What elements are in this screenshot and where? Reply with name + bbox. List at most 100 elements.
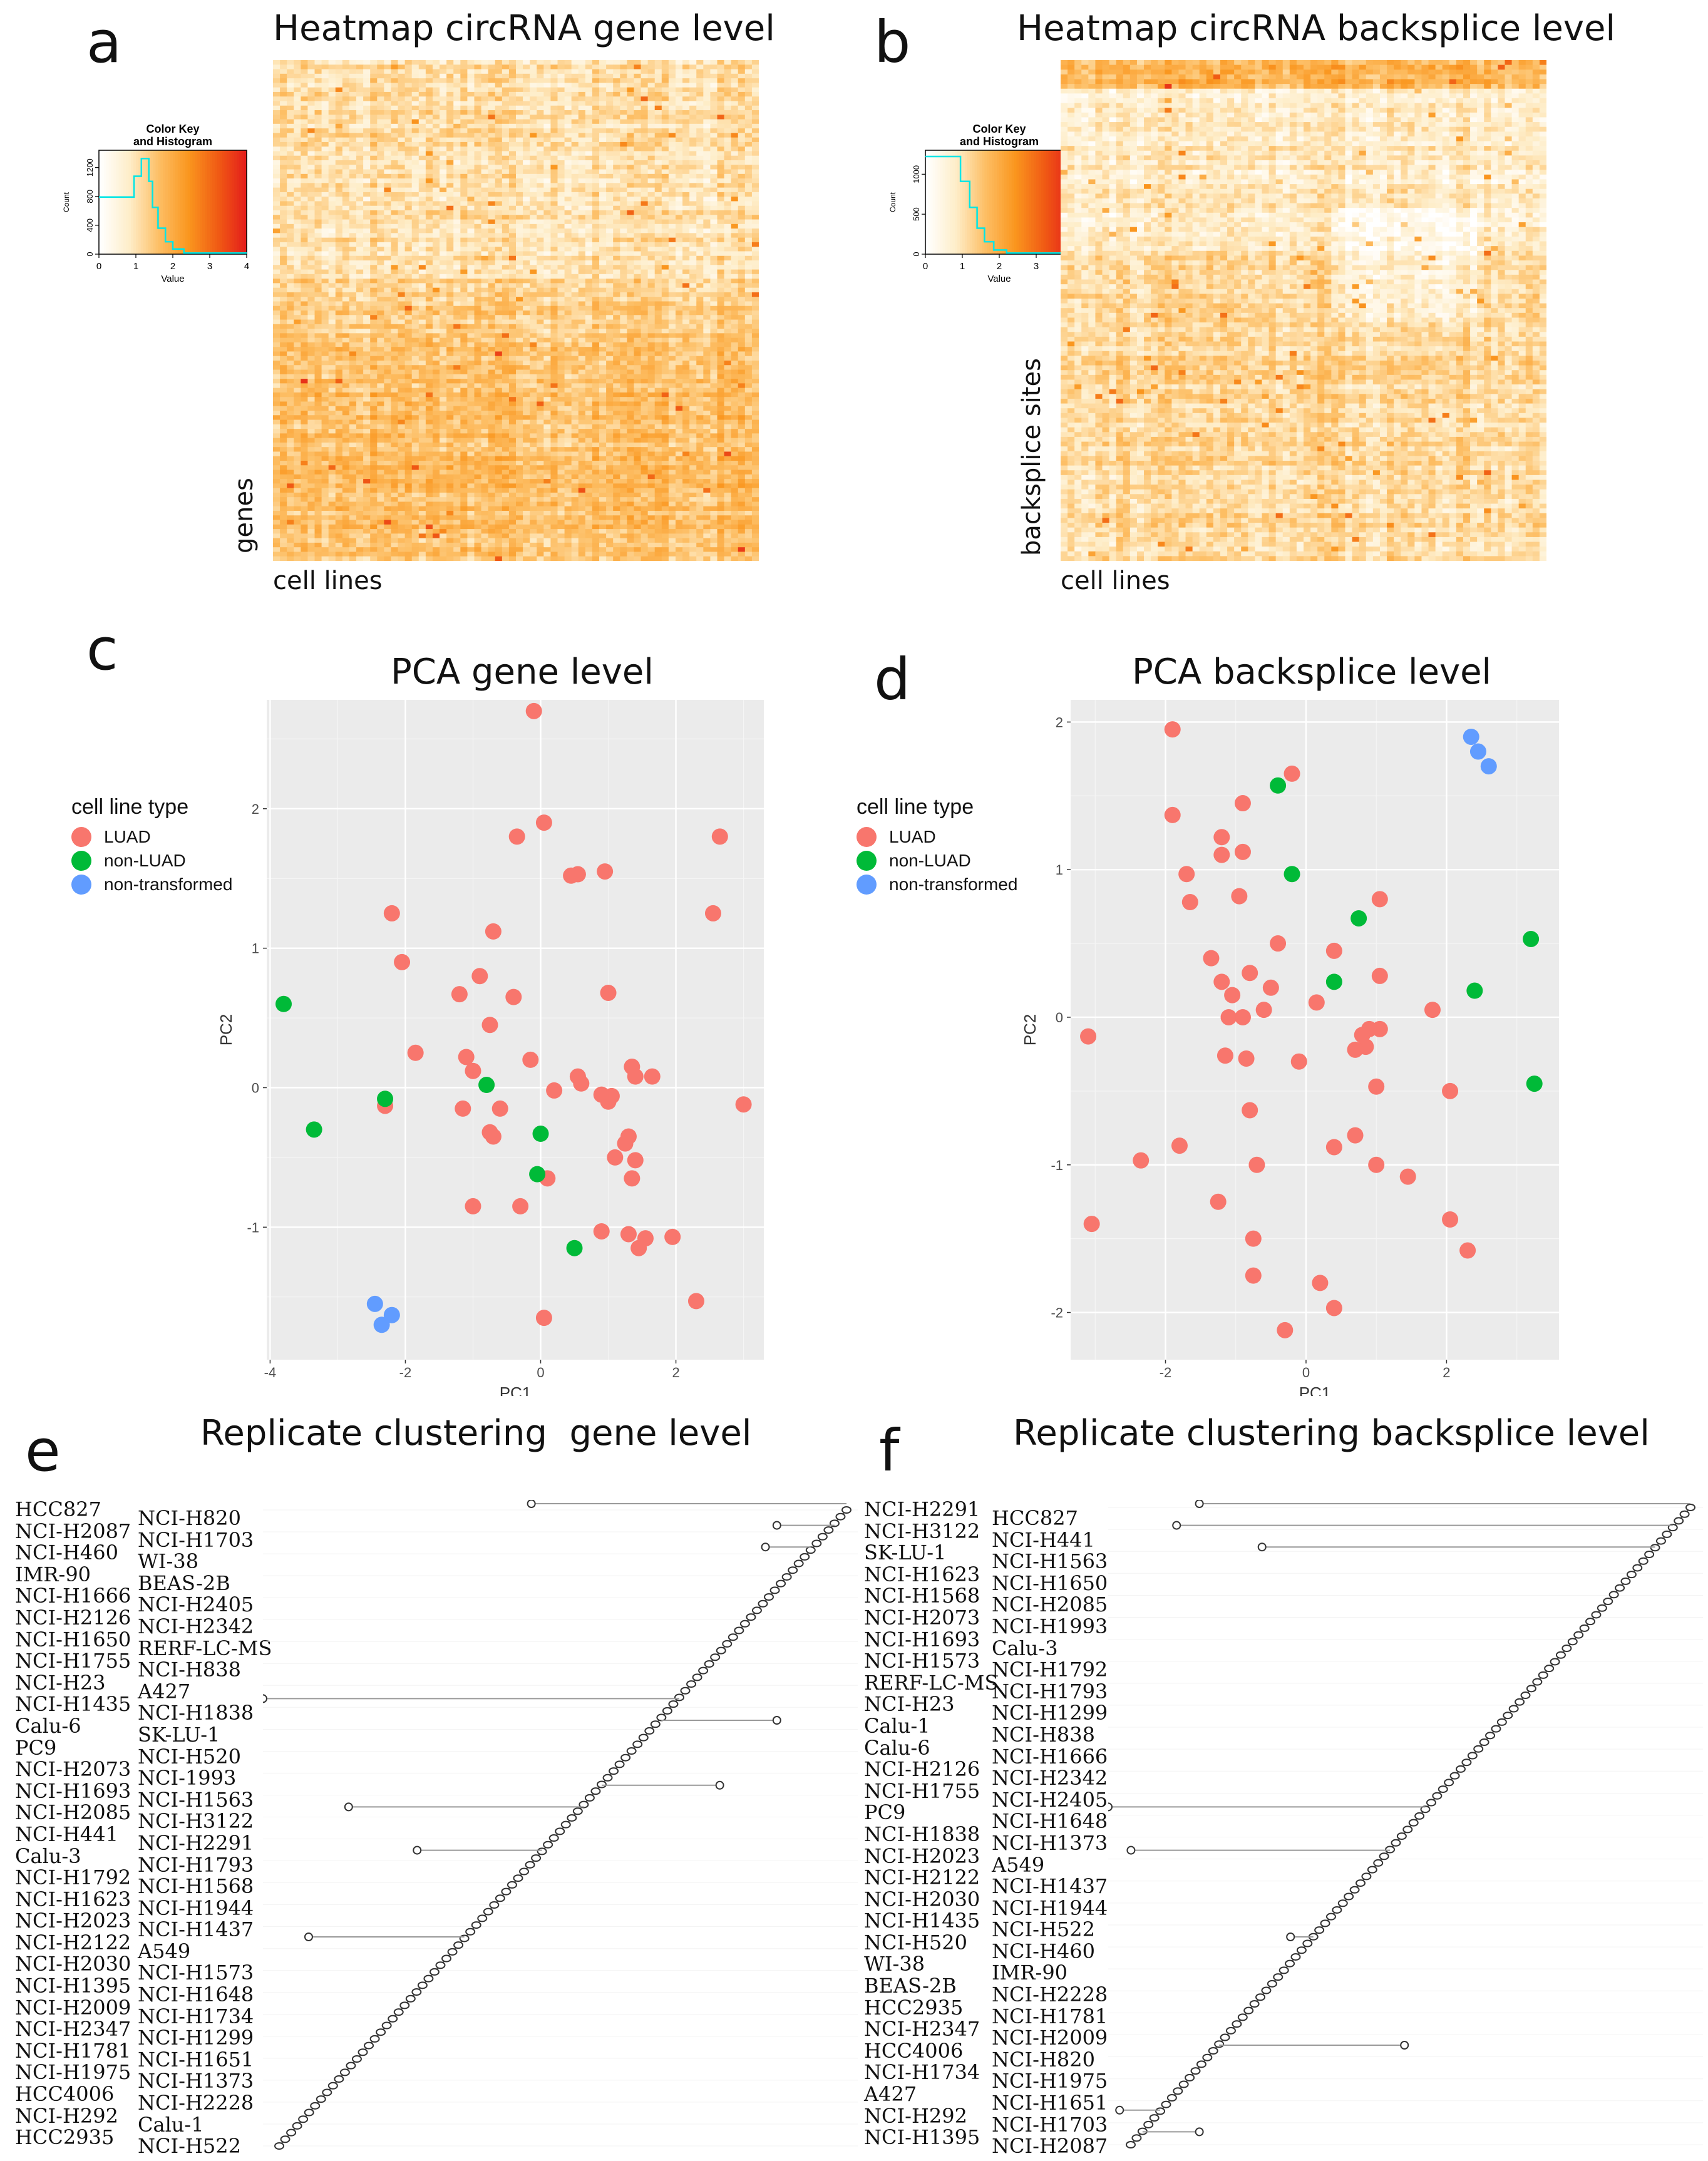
heatmap-cell	[627, 210, 635, 215]
heatmap-cell	[523, 60, 530, 65]
heatmap-cell	[356, 146, 364, 152]
heatmap-cell	[523, 197, 530, 202]
heatmap-cell	[627, 242, 635, 247]
heatmap-cell	[280, 137, 287, 143]
heatmap-cell	[294, 297, 301, 302]
heatmap-cell	[294, 123, 301, 129]
heatmap-cell	[550, 146, 558, 152]
heatmap-cell	[627, 137, 635, 143]
heatmap-cell	[543, 269, 552, 275]
heatmap-cell	[703, 233, 711, 239]
heatmap-cell	[404, 110, 413, 115]
heatmap-cell	[620, 183, 627, 188]
heatmap-cell	[710, 329, 718, 334]
heatmap-cell	[301, 347, 309, 352]
color-key-band	[219, 150, 223, 254]
heatmap-cell	[328, 91, 336, 97]
heatmap-cell	[744, 192, 753, 197]
heatmap-cell	[537, 301, 544, 307]
heatmap-cell	[613, 133, 620, 138]
heatmap-cell	[425, 178, 433, 183]
heatmap-cell	[328, 333, 336, 339]
heatmap-cell	[453, 269, 461, 275]
heatmap-cell	[287, 347, 294, 352]
heatmap-cell	[321, 255, 329, 261]
heatmap-cell	[508, 101, 517, 106]
heatmap-cell	[418, 251, 426, 257]
heatmap-cell	[530, 210, 537, 215]
heatmap-cell	[349, 324, 357, 329]
heatmap-cell	[488, 151, 496, 157]
heatmap-cell	[571, 365, 579, 371]
heatmap-cell	[620, 329, 627, 334]
heatmap-cell	[530, 374, 537, 379]
heatmap-cell	[404, 247, 413, 252]
heatmap-cell	[731, 369, 739, 375]
heatmap-cell	[508, 169, 517, 175]
heatmap-cell	[578, 146, 586, 152]
heatmap-cell	[391, 141, 399, 147]
heatmap-cell	[391, 83, 399, 88]
heatmap-cell	[432, 274, 440, 279]
heatmap-cell	[613, 78, 620, 83]
heatmap-cell	[287, 123, 294, 129]
heatmap-cell	[578, 255, 586, 261]
heatmap-cell	[585, 228, 593, 234]
heatmap-cell	[620, 260, 627, 265]
heatmap-cell	[571, 223, 579, 229]
heatmap-cell	[751, 155, 759, 161]
heatmap-cell	[314, 324, 322, 329]
heatmap-cell	[474, 274, 482, 279]
heatmap-cell	[440, 64, 447, 70]
heatmap-cell	[363, 128, 371, 133]
heatmap-cell	[481, 305, 489, 311]
heatmap-cell	[488, 173, 496, 179]
heatmap-cell	[640, 228, 649, 234]
heatmap-cell	[321, 247, 329, 252]
heatmap-cell	[440, 165, 447, 170]
heatmap-cell	[294, 337, 301, 343]
heatmap-cell	[335, 141, 343, 147]
heatmap-cell	[724, 160, 732, 165]
heatmap-cell	[314, 69, 322, 74]
heatmap-cell	[460, 146, 468, 152]
heatmap-cell	[440, 197, 447, 202]
heatmap-cell	[356, 228, 364, 234]
heatmap-cell	[613, 237, 620, 243]
heatmap-cell	[301, 123, 309, 129]
heatmap-cell	[682, 247, 690, 252]
heatmap-cell	[606, 73, 614, 79]
heatmap-cell	[495, 279, 503, 284]
heatmap-cell	[321, 274, 329, 279]
heatmap-cell	[523, 201, 530, 207]
heatmap-cell	[654, 242, 662, 247]
heatmap-cell	[356, 333, 364, 339]
heatmap-cell	[432, 305, 440, 311]
heatmap-cell	[564, 228, 572, 234]
heatmap-cell	[530, 78, 537, 83]
heatmap-cell	[523, 223, 530, 229]
heatmap-cell	[634, 165, 642, 170]
heatmap-cell	[425, 333, 433, 339]
heatmap-cell	[467, 187, 475, 193]
heatmap-cell	[488, 178, 496, 183]
heatmap-cell	[585, 128, 593, 133]
heatmap-cell	[404, 337, 413, 343]
heatmap-cell	[335, 265, 343, 270]
heatmap-cell	[703, 91, 711, 97]
heatmap-cell	[710, 311, 718, 316]
heatmap-cell	[370, 133, 378, 138]
heatmap-cell	[363, 119, 371, 125]
heatmap-cell	[738, 87, 746, 93]
heatmap-cell	[328, 187, 336, 193]
heatmap-cell	[599, 128, 607, 133]
heatmap-cell	[627, 69, 635, 74]
heatmap-cell	[564, 169, 572, 175]
heatmap-cell	[495, 228, 503, 234]
heatmap-cell	[384, 201, 392, 207]
heatmap-cell	[710, 137, 718, 143]
heatmap-cell	[398, 187, 406, 193]
heatmap-cell	[370, 297, 378, 302]
heatmap-cell	[578, 369, 586, 375]
heatmap-cell	[738, 155, 746, 161]
